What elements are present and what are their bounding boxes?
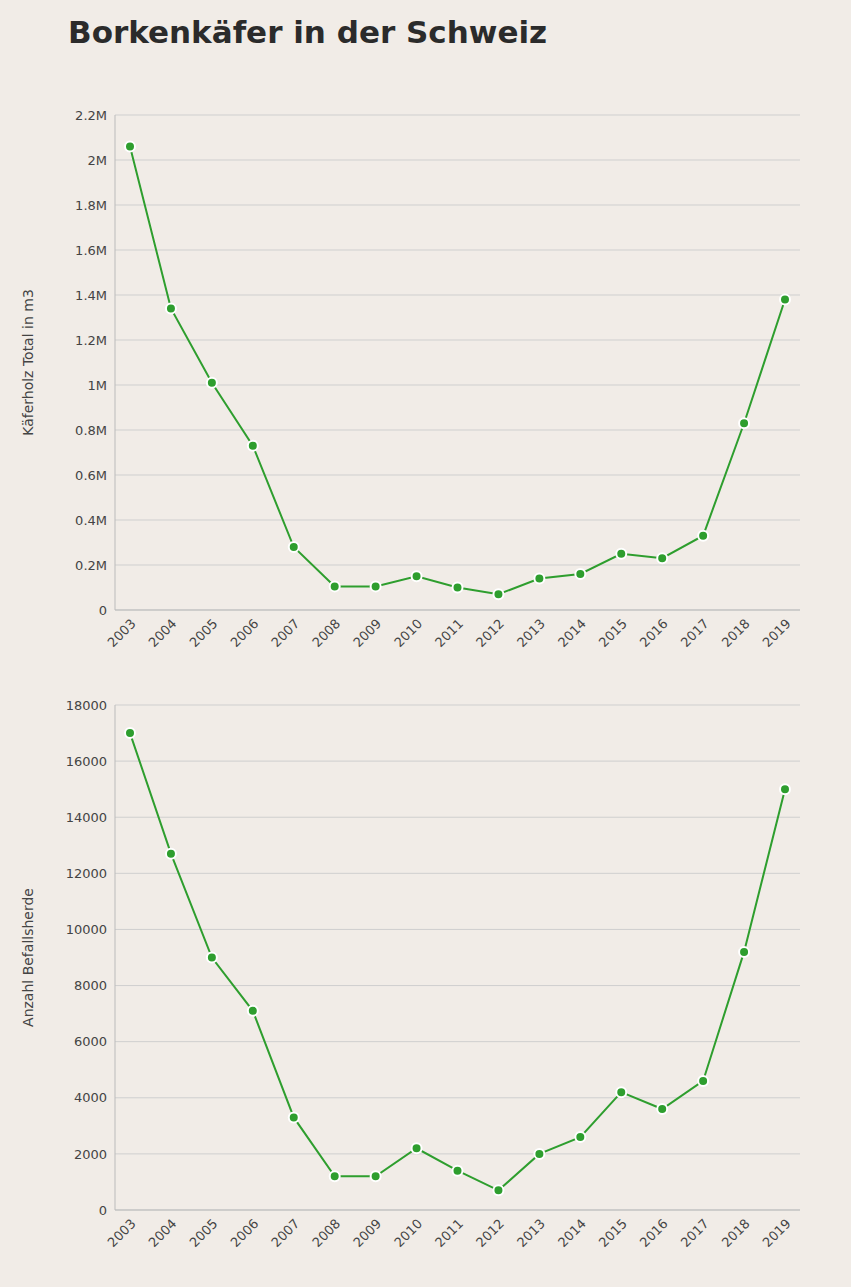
html-text:Borkenkäfer in der Schweiz: Borkenkäfer in der Schweiz xyxy=(68,14,548,50)
svg-text:2007: 2007 xyxy=(268,1216,302,1250)
svg-text:2010: 2010 xyxy=(391,1216,425,1250)
svg-text:2018: 2018 xyxy=(719,616,753,650)
svg-text:0: 0 xyxy=(99,603,107,618)
svg-text:2003: 2003 xyxy=(105,1216,139,1250)
svg-text:12000: 12000 xyxy=(66,866,107,881)
svg-text:2017: 2017 xyxy=(678,616,712,650)
svg-text:2003: 2003 xyxy=(105,616,139,650)
svg-text:2.2M: 2.2M xyxy=(75,108,107,123)
svg-text:2007: 2007 xyxy=(268,616,302,650)
svg-text:0.8M: 0.8M xyxy=(75,423,107,438)
svg-text:0.6M: 0.6M xyxy=(75,468,107,483)
svg-text:2018: 2018 xyxy=(719,1216,753,1250)
svg-text:2011: 2011 xyxy=(432,616,466,650)
svg-text:14000: 14000 xyxy=(66,810,107,825)
svg-text:2017: 2017 xyxy=(678,1216,712,1250)
svg-text:16000: 16000 xyxy=(66,754,107,769)
svg-text:2015: 2015 xyxy=(596,1216,630,1250)
svg-text:1M: 1M xyxy=(88,378,108,393)
svg-text:2009: 2009 xyxy=(350,616,384,650)
svg-text:1.4M: 1.4M xyxy=(75,288,107,303)
svg-text:1.2M: 1.2M xyxy=(75,333,107,348)
svg-text:2019: 2019 xyxy=(760,616,794,650)
svg-text:2012: 2012 xyxy=(473,616,507,650)
svg-text:2019: 2019 xyxy=(760,1216,794,1250)
svg-text:2012: 2012 xyxy=(473,1216,507,1250)
svg-text:2005: 2005 xyxy=(187,1216,221,1250)
svg-text:0.4M: 0.4M xyxy=(75,513,107,528)
svg-text:2006: 2006 xyxy=(227,616,261,650)
svg-text:18000: 18000 xyxy=(66,698,107,713)
svg-text:2004: 2004 xyxy=(146,616,180,650)
svg-text:8000: 8000 xyxy=(74,978,107,993)
svg-text:2006: 2006 xyxy=(227,1216,261,1250)
svg-text:2004: 2004 xyxy=(146,1216,180,1250)
svg-text:6000: 6000 xyxy=(74,1034,107,1049)
svg-text:Käferholz Total in m3: Käferholz Total in m3 xyxy=(20,289,36,436)
svg-text:1.6M: 1.6M xyxy=(75,243,107,258)
svg-text:2008: 2008 xyxy=(309,1216,343,1250)
svg-text:2013: 2013 xyxy=(514,1216,548,1250)
svg-text:4000: 4000 xyxy=(74,1090,107,1105)
svg-text:2005: 2005 xyxy=(187,616,221,650)
svg-text:2008: 2008 xyxy=(309,616,343,650)
svg-text:2016: 2016 xyxy=(637,616,671,650)
svg-text:10000: 10000 xyxy=(66,922,107,937)
svg-text:2015: 2015 xyxy=(596,616,630,650)
svg-text:0.2M: 0.2M xyxy=(75,558,107,573)
svg-text:2016: 2016 xyxy=(637,1216,671,1250)
svg-text:Anzahl Befallsherde: Anzahl Befallsherde xyxy=(20,888,36,1027)
svg-text:2014: 2014 xyxy=(555,616,589,650)
svg-text:0: 0 xyxy=(99,1203,107,1218)
svg-text:2013: 2013 xyxy=(514,616,548,650)
svg-text:2010: 2010 xyxy=(391,616,425,650)
svg-text:2009: 2009 xyxy=(350,1216,384,1250)
svg-text:1.8M: 1.8M xyxy=(75,198,107,213)
svg-text:2011: 2011 xyxy=(432,1216,466,1250)
svg-text:2000: 2000 xyxy=(74,1147,107,1162)
svg-text:2M: 2M xyxy=(88,153,108,168)
svg-text:2014: 2014 xyxy=(555,1216,589,1250)
